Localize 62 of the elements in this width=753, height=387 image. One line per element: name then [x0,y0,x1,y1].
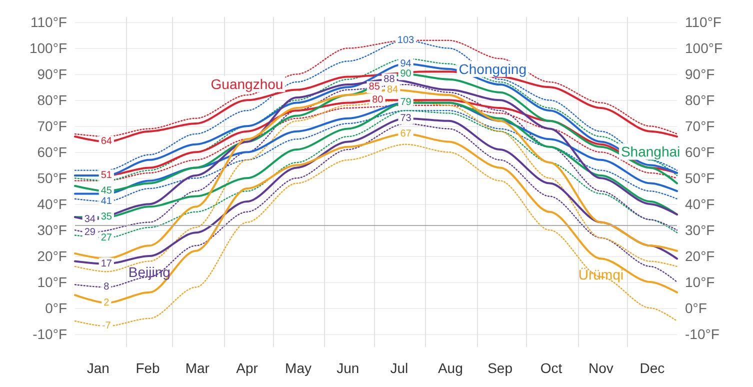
data-label: 35 [100,212,112,223]
y-tick-label: 50°F [37,170,67,186]
y2-tick-label: 50°F [685,170,715,186]
data-label: 88 [384,74,396,85]
data-label: 2 [104,297,110,308]
y2-tick-label: 110°F [685,14,722,30]
data-label: 84 [386,84,399,96]
x-tick-label: Jul [390,360,408,376]
data-label: 51 [100,170,112,182]
data-label: -7 [102,320,112,332]
y2-tick-label: 30°F [685,222,715,238]
x-tick-label: Sep [488,360,513,376]
series-label: Guangzhou [210,76,284,92]
data-label: 67 [400,128,412,140]
x-tick-label: May [285,360,312,376]
series-label: Shanghai [620,144,680,160]
y2-tick-label: 10°F [685,274,715,290]
annotation: 85 [368,82,380,93]
series-label: Chongqing [458,60,527,77]
x-tick-label: Apr [236,360,258,376]
data-label: 8 [104,282,110,293]
y2-tick-label: 40°F [685,196,715,212]
x-tick-label: Dec [640,360,665,376]
data-label: 29 [84,227,96,238]
data-label: 64 [100,136,112,148]
x-tick-label: Oct [540,360,562,376]
y2-tick-label: 60°F [685,144,715,160]
y-tick-label: 100°F [29,40,67,56]
y2-tick-label: 0°F [685,300,707,316]
x-tick-label: Aug [438,360,463,376]
y-tick-label: 90°F [37,66,67,82]
x-tick-label: Nov [588,360,614,376]
x-tick-label: Mar [185,360,210,376]
data-label: 73 [400,112,412,124]
y-tick-label: 110°F [30,14,67,30]
y2-tick-label: 90°F [685,66,715,82]
x-tick-label: Jun [336,360,360,376]
y2-tick-label: 100°F [685,40,723,56]
data-label: 17 [100,258,112,270]
data-label: 27 [100,232,112,244]
y-tick-label: 70°F [37,118,67,134]
y-tick-label: -10°F [32,326,67,342]
y2-tick-label: 20°F [685,248,715,264]
data-label: 34 [84,214,96,226]
y-tick-label: 60°F [37,144,67,160]
y2-tick-label: 80°F [685,92,715,108]
data-label: 45 [100,186,112,197]
y-tick-label: 20°F [37,248,67,264]
data-label: 80 [372,94,384,106]
y-tick-label: 10°F [37,274,67,290]
y2-tick-label: -10°F [685,326,720,342]
y-tick-label: 0°F [45,300,67,316]
data-label: 90 [400,68,412,80]
x-tick-label: Feb [136,360,160,376]
x-tick-label: Jan [86,360,110,376]
y2-tick-label: 70°F [685,118,715,134]
data-label: 79 [400,97,412,108]
y-tick-label: 80°F [37,92,67,108]
data-label: 41 [100,196,112,207]
y-tick-label: 40°F [37,196,67,212]
y-tick-label: 30°F [37,222,67,238]
data-label: 94 [400,58,412,70]
